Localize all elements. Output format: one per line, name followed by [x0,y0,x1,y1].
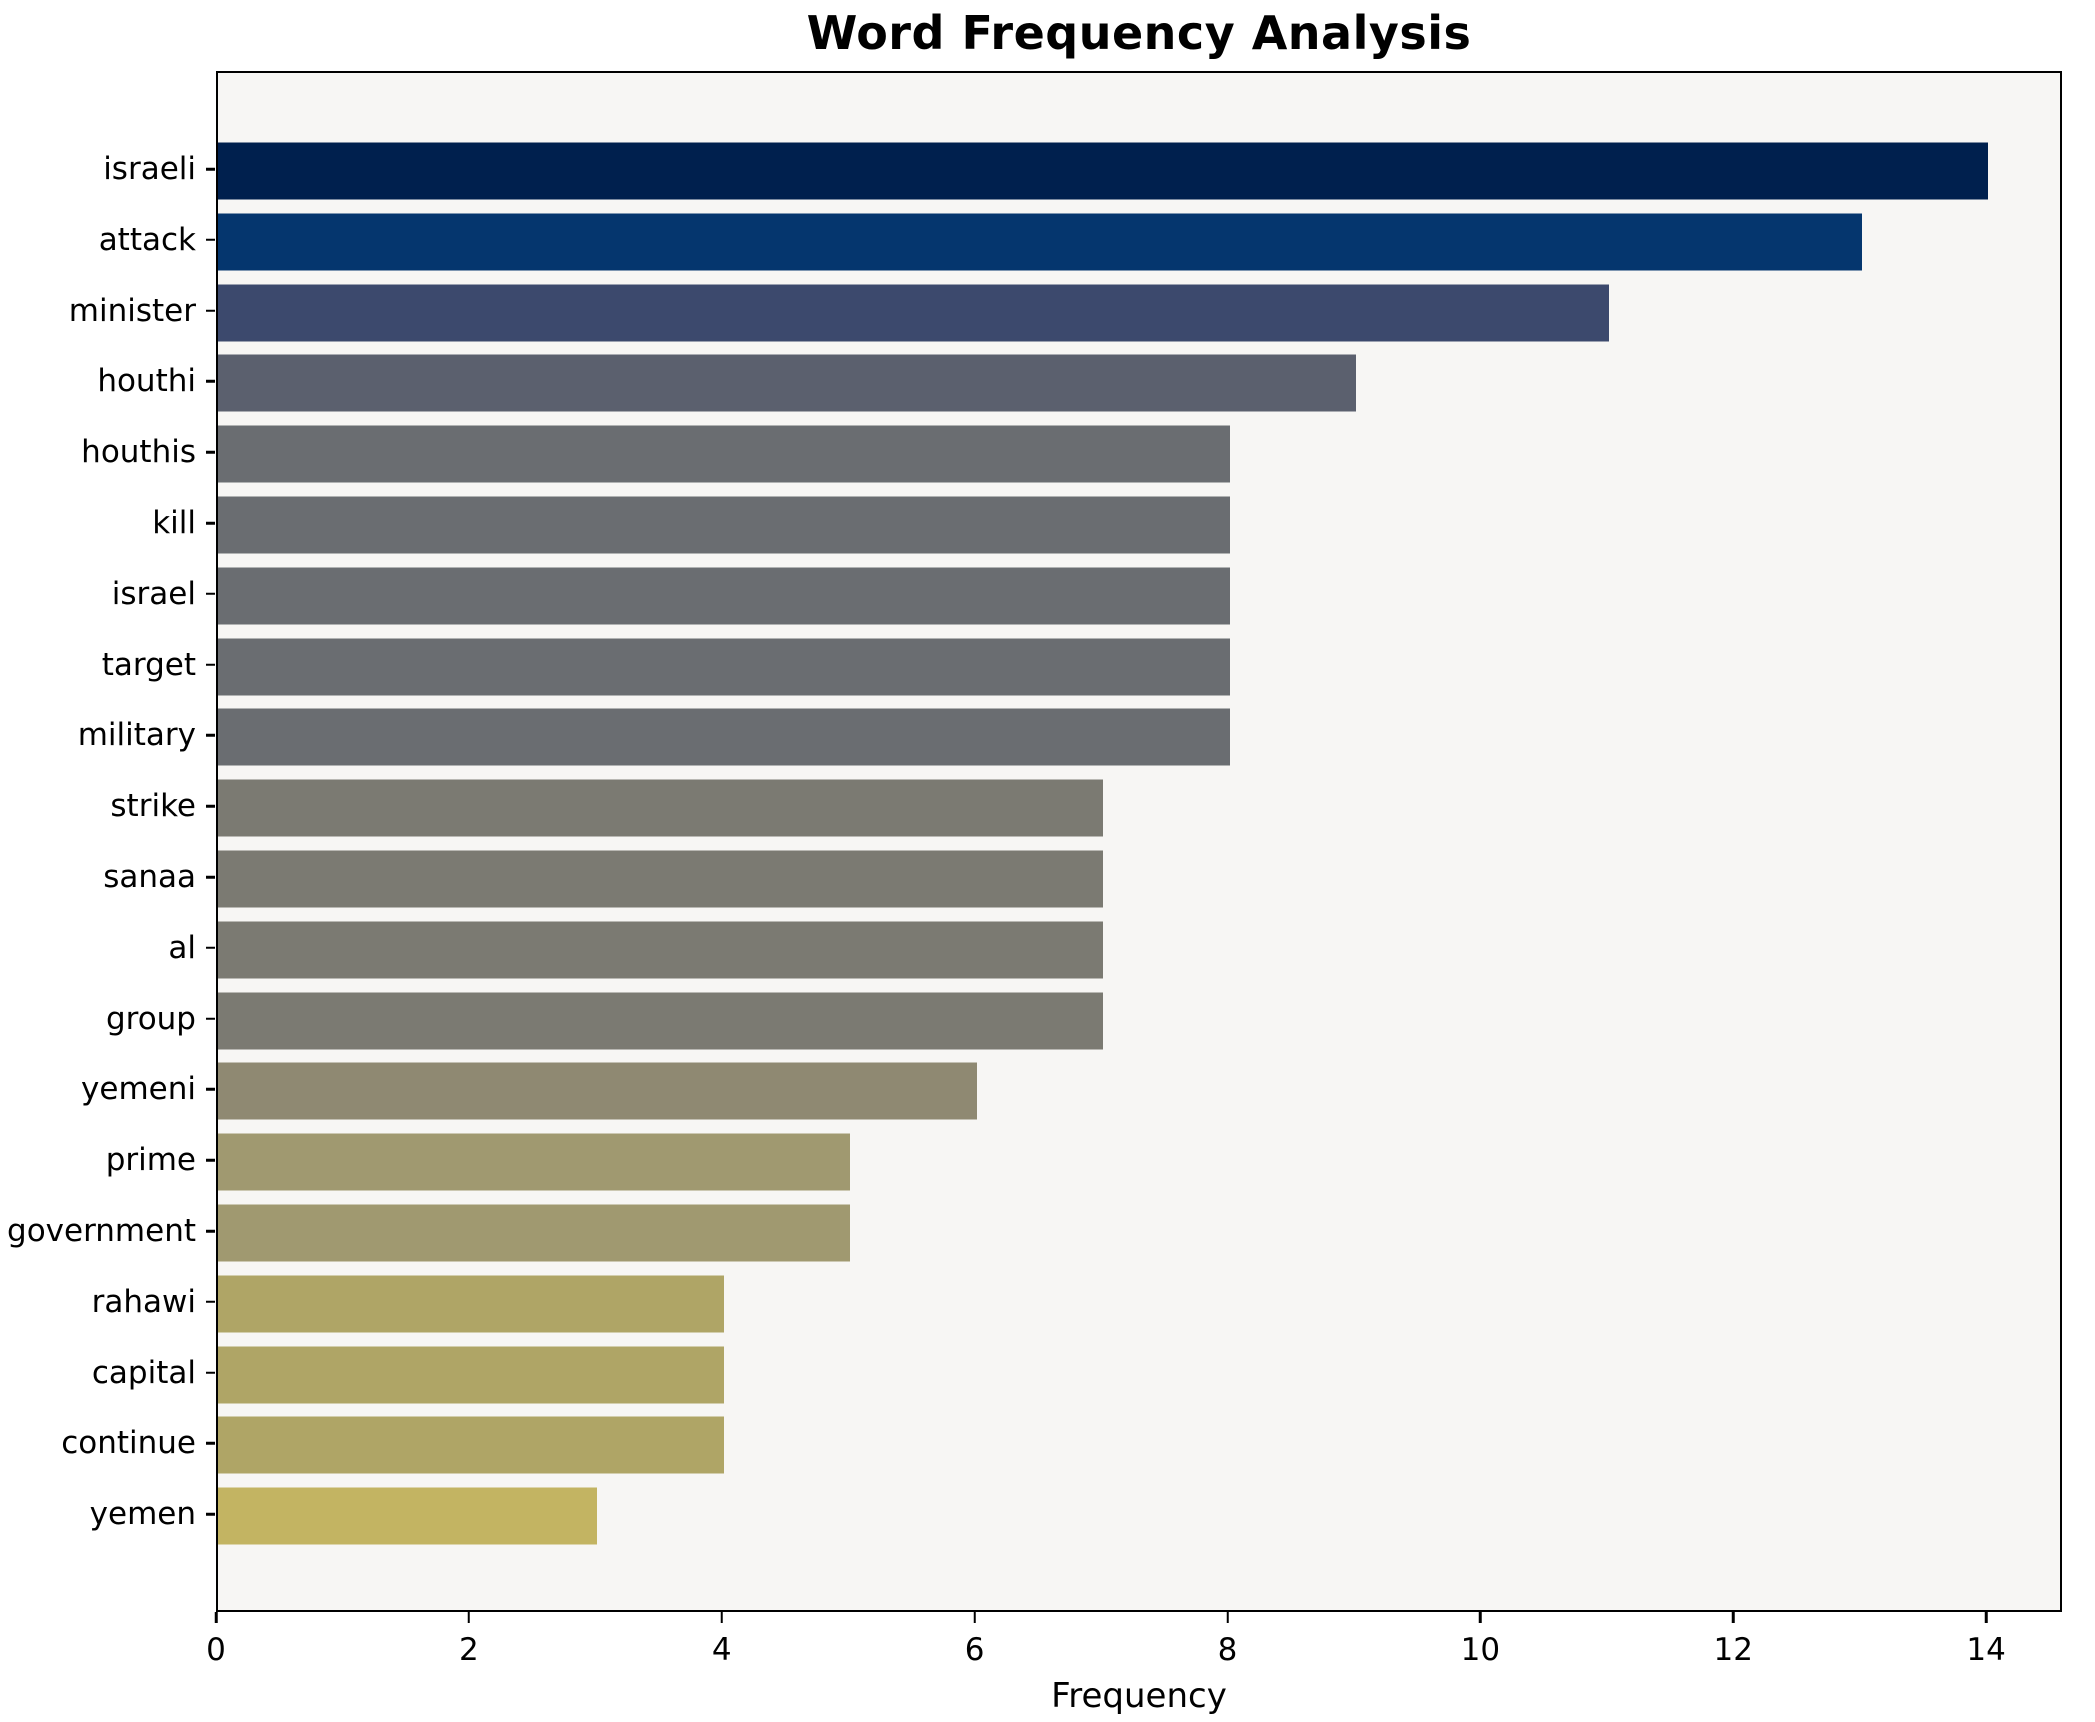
y-tick-label-strike: strike [110,788,196,825]
y-tick-label-israel: israel [111,575,196,612]
y-tick-mark [206,1229,215,1233]
y-tick-label-target: target [101,646,196,683]
y-tick-label-sanaa: sanaa [103,859,196,895]
bar-israel [218,567,1230,625]
bar-yemen [218,1487,598,1545]
y-tick-label-kill: kill [152,505,196,541]
x-axis-label: Frequency [1051,1676,1227,1716]
bar-sanaa [218,850,1104,908]
x-tick-mark [720,1612,723,1623]
x-tick-mark [467,1612,471,1623]
chart-title: Word Frequency Analysis [806,6,1472,60]
bar-al [218,921,1104,979]
x-tick-label-2: 2 [459,1632,479,1668]
y-tick-label-prime: prime [105,1142,196,1179]
y-tick-label-capital: capital [91,1354,196,1391]
x-tick-mark [1226,1612,1229,1623]
bar-attack [218,213,1862,271]
y-tick-mark [206,521,215,525]
x-tick-mark [1479,1612,1482,1623]
x-tick-label-12: 12 [1713,1632,1753,1668]
y-tick-mark [206,1158,215,1162]
y-tick-label-government: government [7,1213,196,1249]
bar-capital [218,1346,724,1404]
y-tick-mark [206,1088,215,1091]
y-tick-label-attack: attack [98,221,196,258]
y-tick-mark [206,875,215,879]
x-tick-mark [973,1612,976,1623]
y-tick-mark [206,946,215,950]
y-tick-label-military: military [77,717,196,754]
y-tick-mark [206,238,215,242]
bar-rahawi [218,1275,724,1333]
y-tick-label-houthi: houthi [97,363,196,400]
x-tick-label-0: 0 [206,1632,226,1668]
x-tick-mark [1984,1612,1988,1623]
y-tick-mark [206,734,215,737]
y-tick-label-yemeni: yemeni [81,1071,196,1108]
bar-prime [218,1133,851,1191]
y-tick-label-rahawi: rahawi [91,1283,196,1320]
y-tick-mark [206,1442,215,1445]
bar-continue [218,1416,724,1474]
y-tick-mark [206,450,215,454]
y-tick-label-group: group [105,1000,196,1037]
y-tick-label-continue: continue [61,1425,196,1462]
bar-houthi [218,354,1356,412]
y-tick-label-al: al [168,929,196,966]
y-tick-mark [206,167,215,171]
y-tick-label-houthis: houthis [81,434,196,471]
x-tick-label-6: 6 [964,1632,985,1668]
y-tick-label-yemen: yemen [89,1496,196,1533]
x-tick-mark [214,1612,218,1623]
y-tick-mark [206,309,215,312]
y-tick-mark [206,1300,215,1304]
y-tick-mark [206,1512,215,1516]
y-tick-mark [206,804,215,808]
y-tick-mark [206,592,215,596]
bar-israeli [218,142,1989,200]
bar-strike [218,779,1104,837]
x-tick-label-14: 14 [1966,1632,2006,1668]
bar-government [218,1204,851,1262]
x-tick-mark [1732,1612,1735,1623]
y-tick-label-israeli: israeli [103,151,196,187]
bar-kill [218,496,1230,554]
x-tick-label-10: 10 [1460,1632,1501,1668]
x-tick-label-4: 4 [711,1632,732,1668]
bar-target [218,638,1230,696]
bar-houthis [218,425,1230,483]
plot-area [216,71,2062,1612]
y-tick-mark [206,663,215,666]
x-tick-label-8: 8 [1217,1632,1238,1668]
y-tick-mark [206,1371,215,1374]
y-tick-mark [206,1017,215,1020]
y-tick-label-minister: minister [68,292,196,329]
bar-minister [218,284,1609,342]
bar-military [218,708,1230,766]
bar-group [218,992,1104,1050]
y-tick-mark [206,380,215,383]
bar-yemeni [218,1062,977,1120]
